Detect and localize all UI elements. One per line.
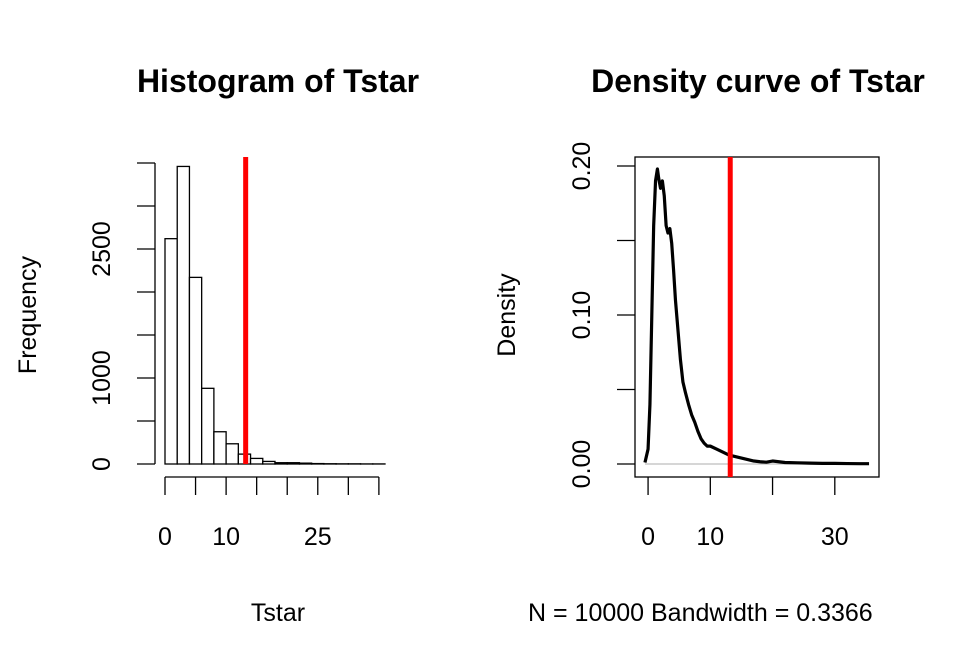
histogram-bar (213, 431, 227, 465)
histogram-bar (188, 276, 203, 465)
density-x-tick-label: 10 (696, 523, 724, 551)
histogram-x-axis-label: Tstar (251, 599, 305, 627)
density-x-tick-label: 0 (641, 523, 655, 551)
histogram-y-tick-label: 2500 (88, 221, 116, 277)
density-plot-frame (634, 156, 880, 478)
histogram-x-tick-label: 25 (304, 523, 332, 551)
density-panel: Density curve of Tstar N = 10000 Bandwid… (493, 63, 925, 627)
histogram-panel: Histogram of Tstar Tstar Frequency 0 10 25… (14, 63, 419, 627)
histogram-bar (164, 238, 178, 465)
histogram-x-tick-label: 10 (212, 523, 240, 551)
histogram-y-axis-label: Frequency (14, 255, 42, 374)
histogram-y-tick-label: 0 (88, 457, 116, 471)
histogram-bar (274, 462, 288, 465)
histogram-bar (298, 462, 313, 465)
density-y-tick-label: 0.00 (568, 440, 596, 489)
density-title: Density curve of Tstar (591, 63, 925, 99)
histogram-bar (225, 443, 239, 465)
density-x-axis-label: N = 10000 Bandwidth = 0.3366 (528, 599, 873, 627)
histogram-x-tick-label: 0 (158, 523, 172, 551)
histogram-bar (286, 462, 301, 465)
histogram-bar (249, 457, 264, 465)
density-y-tick-label: 0.10 (568, 291, 596, 340)
histogram-bar (201, 387, 215, 465)
density-x-tick-label: 30 (821, 523, 849, 551)
density-curve-line (643, 167, 870, 466)
histogram-y-tick-label: 1000 (88, 350, 116, 406)
histogram-title: Histogram of Tstar (137, 63, 419, 99)
histogram-bar (176, 165, 191, 465)
density-y-axis-label: Density (493, 273, 521, 357)
histogram-bar (262, 460, 276, 465)
density-y-tick-label: 0.20 (568, 142, 596, 191)
